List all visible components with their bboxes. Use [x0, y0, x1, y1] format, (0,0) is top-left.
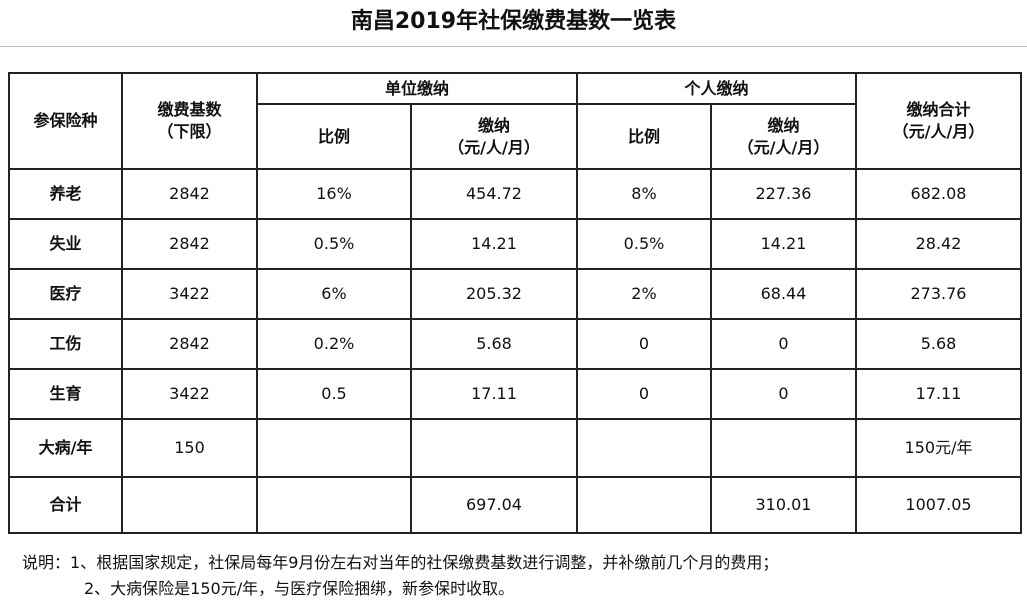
- header-text: （元/人/月）: [892, 122, 985, 141]
- data-row: 养老 2842 16% 454.72 8% 227.36 682.08: [8, 168, 1022, 220]
- cell: 150元/年: [855, 418, 1022, 478]
- row-label: 合计: [8, 476, 123, 534]
- cell: 227.36: [710, 168, 857, 220]
- header-text: 单位缴纳: [384, 78, 449, 98]
- header-text: （元/人/月）: [448, 137, 540, 157]
- title-rule: [0, 46, 1027, 47]
- cell: 682.08: [855, 168, 1022, 220]
- header-cell: 单位缴纳: [256, 72, 578, 105]
- row-label: 大病/年: [8, 418, 123, 478]
- cell: [576, 418, 712, 478]
- cell: [410, 418, 578, 478]
- cell: 273.76: [855, 268, 1022, 320]
- cell: [256, 476, 412, 534]
- cell: [710, 418, 857, 478]
- cell: 0: [576, 368, 712, 420]
- header-text: 缴费基数: [157, 100, 222, 119]
- cell: 2842: [121, 318, 258, 370]
- cell: 2842: [121, 218, 258, 270]
- data-row: 医疗 3422 6% 205.32 2% 68.44 273.76: [8, 268, 1022, 320]
- table: 参保险种 缴费基数 （下限） 单位缴纳 个人缴纳 缴纳合计 （元/人/月） 比例 缴纳 （元/人/…: [8, 72, 1022, 534]
- cell: 5.68: [855, 318, 1022, 370]
- row-label: 养老: [8, 168, 123, 220]
- cell: 0.5%: [576, 218, 712, 270]
- note-item: 1、根据国家规定，社保局每年9月份左右对当年的社保缴费基数进行调整，并补缴前几个…: [70, 553, 779, 572]
- cell: 454.72: [410, 168, 578, 220]
- cell: 697.04: [410, 476, 578, 534]
- cell: 205.32: [410, 268, 578, 320]
- notes: 说明：1、根据国家规定，社保局每年9月份左右对当年的社保缴费基数进行调整，并补缴…: [22, 550, 778, 602]
- header-cell: 缴纳合计 （元/人/月）: [855, 72, 1022, 170]
- row-label: 医疗: [8, 268, 123, 320]
- cell: 8%: [576, 168, 712, 220]
- data-row: 合计 697.04 310.01 1007.05: [8, 476, 1022, 534]
- cell: 14.21: [710, 218, 857, 270]
- cell: 5.68: [410, 318, 578, 370]
- header-row: 比例 缴纳 （元/人/月） 比例 缴纳 （元/人/月）: [9, 103, 1021, 170]
- cell: 14.21: [410, 218, 578, 270]
- data-row: 工伤 2842 0.2% 5.68 0 0 5.68: [8, 318, 1022, 370]
- cell: [576, 476, 712, 534]
- cell: 3422: [121, 368, 258, 420]
- cell: 0.5: [256, 368, 412, 420]
- data-row: 失业 2842 0.5% 14.21 0.5% 14.21 28.42: [8, 218, 1022, 270]
- cell: 2842: [121, 168, 258, 220]
- note-item: 2、大病保险是150元/年，与医疗保险捆绑，新参保时收取。: [84, 579, 515, 598]
- row-label: 生育: [8, 368, 123, 420]
- data-row: 生育 3422 0.5 17.11 0 0 17.11: [8, 368, 1022, 420]
- header-text: （下限）: [157, 122, 222, 141]
- header-cell: 缴费基数 （下限）: [121, 72, 258, 170]
- header-row: 参保险种 缴费基数 （下限） 单位缴纳 个人缴纳 缴纳合计 （元/人/月）: [8, 72, 1022, 170]
- header-cell: 参保险种: [8, 72, 123, 170]
- row-label: 工伤: [8, 318, 123, 370]
- note-label: 说明：: [22, 553, 71, 572]
- header-text: 参保险种: [33, 111, 98, 130]
- title: 南昌2019年社保缴费基数一览表: [350, 9, 677, 34]
- header-text: 比例: [627, 126, 660, 146]
- cell: 1007.05: [855, 476, 1022, 534]
- header-text: 缴纳合计: [906, 100, 971, 119]
- cell: 310.01: [710, 476, 857, 534]
- header-text: 缴纳: [477, 115, 510, 135]
- note-line: 说明：1、根据国家规定，社保局每年9月份左右对当年的社保缴费基数进行调整，并补缴…: [22, 550, 778, 576]
- note-line: 2、大病保险是150元/年，与医疗保险捆绑，新参保时收取。: [22, 576, 778, 602]
- cell: 17.11: [410, 368, 578, 420]
- cell: 150: [121, 418, 258, 478]
- header-cell: 缴纳 （元/人/月）: [410, 103, 578, 170]
- cell: [256, 418, 412, 478]
- cell: 0.5%: [256, 218, 412, 270]
- cell: 0.2%: [256, 318, 412, 370]
- header-text: （元/人/月）: [737, 137, 830, 157]
- cell: 2%: [576, 268, 712, 320]
- header-cell: 比例: [576, 103, 712, 170]
- cell: 6%: [256, 268, 412, 320]
- cell: 0: [710, 318, 857, 370]
- cell: 28.42: [855, 218, 1022, 270]
- row-label: 失业: [8, 218, 123, 270]
- cell: 0: [710, 368, 857, 420]
- header-cell: 缴纳 （元/人/月）: [710, 103, 857, 170]
- cell: 68.44: [710, 268, 857, 320]
- header-cell: 个人缴纳: [576, 72, 857, 105]
- cell: 16%: [256, 168, 412, 220]
- header-text: 比例: [317, 126, 350, 146]
- cell: 17.11: [855, 368, 1022, 420]
- cell: 0: [576, 318, 712, 370]
- cell: 3422: [121, 268, 258, 320]
- header-text: 缴纳: [767, 115, 800, 135]
- data-row: 大病/年 150 150元/年: [8, 418, 1022, 478]
- header-cell: 比例: [256, 103, 412, 170]
- header-text: 个人缴纳: [684, 78, 749, 98]
- cell: [121, 476, 258, 534]
